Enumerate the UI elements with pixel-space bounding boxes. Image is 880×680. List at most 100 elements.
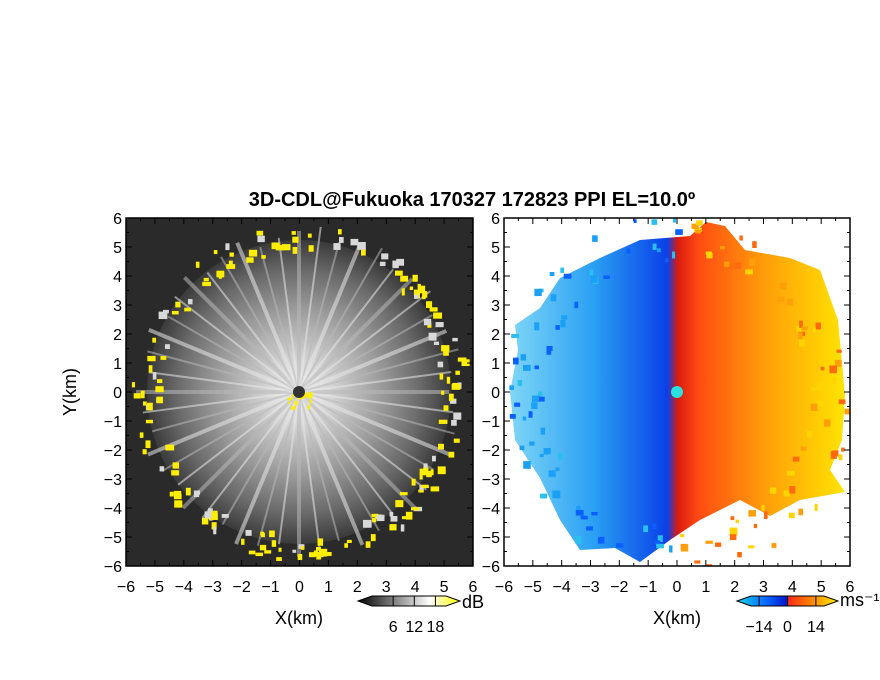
echo-patch — [370, 534, 376, 542]
echo-patch — [381, 253, 389, 260]
velocity-speck — [531, 402, 538, 409]
echo-patch — [419, 472, 423, 480]
echo-patch — [417, 285, 426, 294]
reflectivity-ray — [235, 242, 301, 393]
velocity-colorbar: ms⁻¹ −14 0 14 — [735, 590, 880, 636]
echo-patch — [400, 275, 409, 282]
echo-patch — [133, 393, 141, 399]
echo-patch — [399, 492, 408, 496]
velocity-xtick-label: 4 — [788, 579, 797, 596]
velocity-speck — [745, 269, 753, 275]
velocity-speck — [669, 545, 673, 553]
echo-patch — [365, 541, 371, 548]
echo-patch — [428, 332, 437, 341]
echo-patch — [446, 376, 451, 384]
velocity-xtick-label: 1 — [701, 579, 710, 596]
echo-patch — [430, 486, 440, 492]
echo-patch — [449, 398, 457, 404]
reflectivity-ytick-label: 3 — [113, 298, 122, 315]
echo-patch — [276, 557, 282, 561]
velocity-speck — [829, 365, 837, 374]
velocity-speck — [810, 403, 818, 411]
velocity-speck — [517, 379, 523, 386]
velocity-speck — [838, 399, 846, 405]
reflectivity-ray — [181, 390, 301, 510]
echo-patch — [148, 365, 153, 373]
reflectivity-ray — [298, 391, 427, 491]
reflectivity-colorbar-tick-label: 18 — [427, 619, 445, 636]
echo-patch — [390, 516, 398, 522]
echo-patch — [409, 286, 414, 291]
echo-patch — [221, 271, 225, 278]
echo-patch — [278, 547, 282, 552]
echo-patch — [145, 419, 153, 424]
velocity-xtick-label: 5 — [817, 579, 826, 596]
velocity-speck — [528, 411, 533, 418]
echo-patch — [389, 524, 397, 531]
echo-patch — [291, 406, 296, 410]
velocity-ytick-label: −2 — [482, 443, 500, 460]
echo-patch — [287, 397, 292, 401]
velocity-xtick-label: −2 — [610, 579, 628, 596]
reflectivity-ray — [298, 226, 322, 393]
echo-patch — [324, 552, 332, 557]
velocity-speck — [540, 427, 546, 435]
echo-patch — [213, 526, 217, 535]
velocity-speck — [783, 490, 790, 497]
velocity-ytick-label: 3 — [491, 298, 500, 315]
echo-patch — [430, 469, 434, 476]
echo-patch — [269, 530, 275, 538]
echo-patch — [221, 514, 229, 518]
reflectivity-colorbar: dB 6 12 18 — [356, 592, 484, 636]
velocity-speck — [820, 366, 825, 371]
reflectivity-ray — [142, 391, 300, 414]
echo-patch — [194, 492, 200, 498]
reflectivity-ytick-label: 6 — [113, 211, 122, 228]
reflectivity-xtick-label: 1 — [324, 579, 333, 596]
echo-patch — [259, 544, 267, 551]
echo-patch — [255, 552, 264, 557]
reflectivity-colorbar-unit: dB — [462, 592, 484, 612]
echo-patch — [418, 489, 424, 493]
echo-patch — [160, 356, 167, 360]
velocity-speck — [729, 534, 737, 541]
echo-patch — [433, 312, 443, 319]
velocity-speck — [616, 543, 624, 548]
velocity-ytick-label: −4 — [482, 501, 500, 518]
echo-patch — [452, 337, 458, 342]
echo-patch — [178, 500, 183, 508]
velocity-speck — [575, 510, 584, 516]
velocity-speck — [810, 387, 817, 391]
velocity-ytick-label: 2 — [491, 327, 500, 344]
velocity-speck — [672, 251, 676, 259]
echo-patch — [411, 478, 416, 486]
velocity-ytick-label: −6 — [482, 559, 500, 576]
echo-patch — [246, 257, 254, 263]
velocity-speck — [788, 512, 795, 519]
reflectivity-ray — [277, 237, 300, 393]
velocity-speck — [798, 332, 803, 340]
velocity-speck — [555, 467, 560, 472]
velocity-speck — [509, 414, 516, 419]
echo-patch — [433, 341, 440, 346]
velocity-speck — [764, 511, 768, 520]
velocity-speck — [796, 325, 802, 332]
echo-patch — [292, 549, 297, 553]
velocity-speck — [792, 456, 800, 462]
reflectivity-xtick-label: −6 — [117, 579, 135, 596]
velocity-speck — [522, 416, 527, 421]
echo-patch — [152, 337, 157, 343]
velocity-speck — [844, 408, 850, 415]
velocity-speck — [737, 552, 742, 558]
velocity-speck — [603, 275, 610, 279]
velocity-speck — [761, 505, 765, 511]
echo-patch — [400, 524, 405, 532]
echo-patch — [307, 393, 313, 399]
echo-patch — [422, 291, 428, 298]
echo-patch — [402, 516, 408, 520]
velocity-speck — [851, 431, 856, 435]
reflectivity-x-label: X(km) — [275, 608, 323, 628]
velocity-speck — [798, 339, 806, 347]
velocity-speck — [675, 229, 683, 235]
velocity-speck — [798, 508, 804, 516]
